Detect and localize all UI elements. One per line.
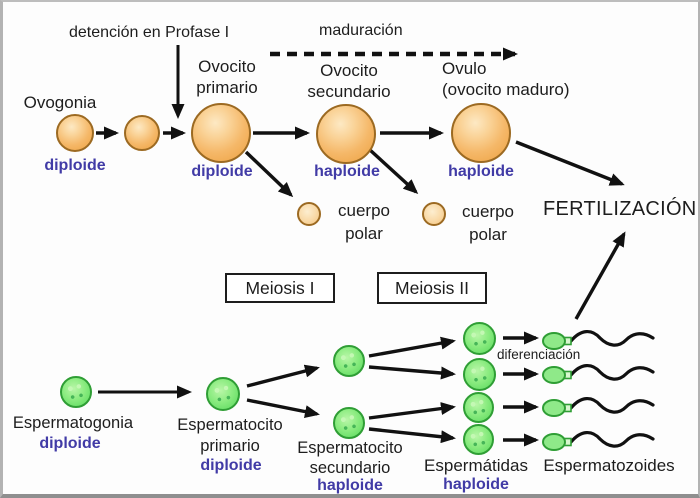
spermatid-cell-2 xyxy=(463,358,496,391)
polar-body-2-label-line1: cuerpo xyxy=(462,202,514,221)
sperm-cell xyxy=(542,330,655,350)
secondary-spermatocyte-label: Espermatocito secundario xyxy=(287,438,413,478)
primary-spermatocyte-label: Espermatocito primario xyxy=(167,415,293,457)
primary-spermatocyte-label-line1: Espermatocito xyxy=(177,416,283,434)
spermatid-cell-4 xyxy=(463,424,494,455)
spermatogonia-cell xyxy=(60,376,92,408)
ovogonia-ploidy-label: diploide xyxy=(44,157,106,174)
ovum-label: Ovulo (ovocito maduro) xyxy=(442,58,570,100)
primary-spermatocyte-cell xyxy=(206,377,240,411)
primary-oocyte-label-line2: primario xyxy=(196,78,258,97)
secondary-oocyte-ploidy-label: haploide xyxy=(314,163,380,180)
sperm-cells xyxy=(542,330,655,451)
primary-oocyte-ploidy-label: diploide xyxy=(191,163,253,180)
ovogonia-label: Ovogonia xyxy=(23,93,97,112)
ovum-ploidy-label: haploide xyxy=(448,163,514,180)
sperm-cell xyxy=(542,364,655,384)
arrow-meiosis2-sperm-a xyxy=(368,336,456,358)
flow-arrows xyxy=(96,45,626,447)
spermatid-cell-3 xyxy=(463,392,494,423)
spermatid-cell-1 xyxy=(463,322,496,355)
meiosis-1-box: Meiosis I xyxy=(225,273,335,303)
meiosis-2-box: Meiosis II xyxy=(377,272,487,304)
ovogonia-cell-2 xyxy=(124,115,160,151)
arrows-layer xyxy=(96,45,655,451)
maturation-label: maduración xyxy=(319,22,403,39)
polar-body-2-label: cuerpo polar xyxy=(452,200,524,246)
secondary-oocyte-label: Ovocito secundario xyxy=(297,60,401,102)
secondary-spermatocyte-cell-2 xyxy=(333,407,365,439)
arrow-to-polar-body-1 xyxy=(244,150,294,198)
meiosis-2-label: Meiosis II xyxy=(395,277,469,298)
spermatogonia-ploidy-label: diploide xyxy=(39,435,101,452)
polar-body-1-cell xyxy=(297,202,321,226)
arrow-to-polar-body-2 xyxy=(368,148,419,195)
primary-oocyte-label: Ovocito primario xyxy=(179,56,275,98)
arrow-ovum-to-fertilization xyxy=(515,140,625,186)
arrow-meiosis1-sperm-b xyxy=(246,398,320,419)
primary-spermatocyte-ploidy-label: diploide xyxy=(200,457,262,474)
polar-body-1-label-line1: cuerpo xyxy=(338,201,390,220)
fertilization-label: FERTILIZACIÓN xyxy=(543,198,697,220)
secondary-oocyte-label-line2: secundario xyxy=(307,82,391,101)
sperm-cell xyxy=(542,397,655,417)
ovogonia-cell xyxy=(56,114,94,152)
spermatozoa-label: Espermatozoides xyxy=(543,456,675,475)
polar-body-2-cell xyxy=(422,202,446,226)
secondary-spermatocyte-label-line1: Espermatocito xyxy=(297,439,403,457)
secondary-spermatocyte-cell-1 xyxy=(333,345,365,377)
secondary-oocyte-label-line1: Ovocito xyxy=(320,61,378,80)
spermatids-label: Espermátidas xyxy=(424,456,528,475)
spermatids-ploidy-label: haploide xyxy=(443,476,509,493)
polar-body-1-label: cuerpo polar xyxy=(328,199,400,245)
ovum-cell xyxy=(451,103,511,163)
primary-oocyte-label-line1: Ovocito xyxy=(198,57,256,76)
ovum-label-line1: Ovulo xyxy=(442,59,487,78)
polar-body-1-label-line2: polar xyxy=(345,224,383,243)
meiosis-1-label: Meiosis I xyxy=(245,277,315,298)
secondary-spermatocyte-label-line2: secundario xyxy=(309,459,391,477)
arrow-meiosis1-sperm-a xyxy=(246,364,320,388)
ovum-label-line2: (ovocito maduro) xyxy=(442,80,570,99)
primary-spermatocyte-label-line2: primario xyxy=(200,437,260,455)
differentiation-label: diferenciación xyxy=(497,347,581,362)
secondary-spermatocyte-ploidy-label: haploide xyxy=(317,477,383,494)
arrow-meiosis2-sperm-b xyxy=(368,365,456,380)
secondary-oocyte-cell xyxy=(316,104,376,164)
arrow-meiosis2-sperm-d xyxy=(368,427,456,444)
primary-oocyte-cell xyxy=(191,103,251,163)
prophase-arrest-label: detención en Profase I xyxy=(69,24,230,41)
arrow-meiosis2-sperm-c xyxy=(368,402,456,420)
sperm-cell xyxy=(542,431,655,451)
spermatogonia-label: Espermatogonia xyxy=(12,414,134,432)
polar-body-2-label-line2: polar xyxy=(469,225,507,244)
arrow-sperm-to-fertilization xyxy=(574,231,626,320)
